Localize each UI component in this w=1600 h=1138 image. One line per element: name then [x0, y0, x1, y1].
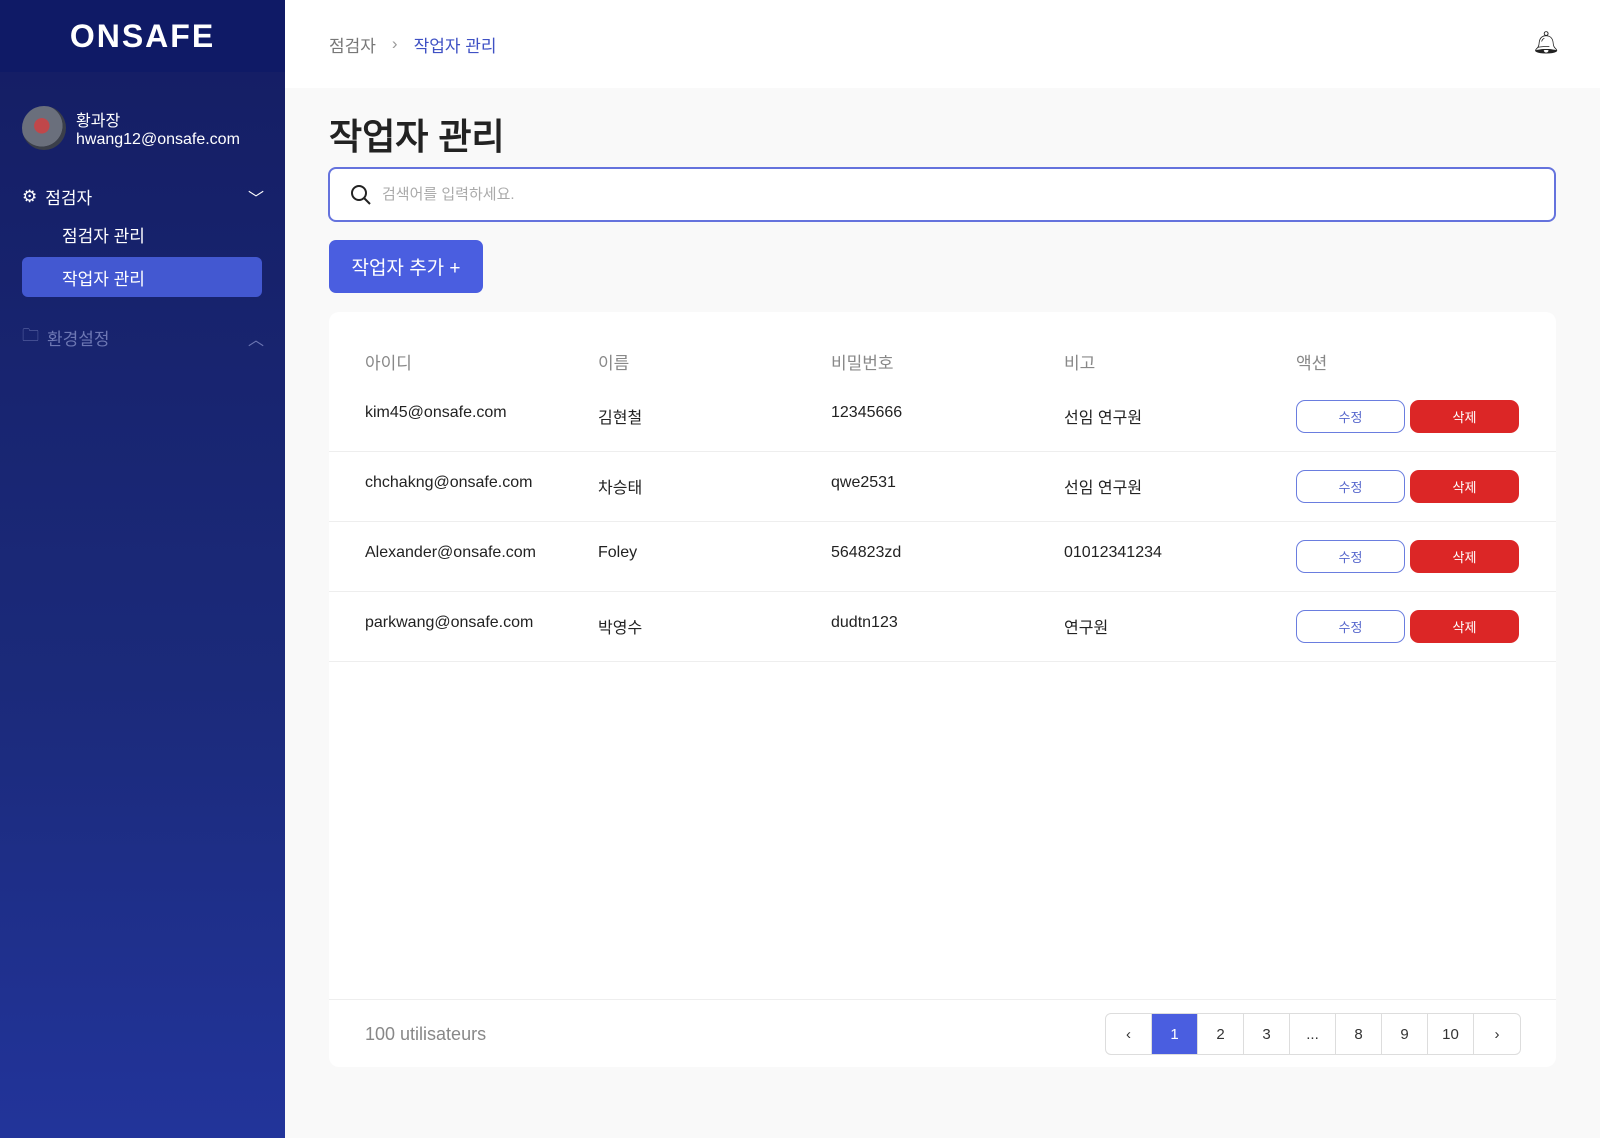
- bell-icon[interactable]: 🔔︎: [1532, 30, 1560, 55]
- gear-icon: ⚙: [22, 186, 38, 206]
- pagination: ‹ 1 2 3... 8 9 10 ›: [1105, 1013, 1521, 1055]
- header-password: 비밀번호: [831, 353, 894, 373]
- chevron-down-icon: ﹀: [247, 190, 264, 208]
- cell-password: 12345666: [831, 404, 903, 421]
- chevron-up-icon: ︿: [247, 331, 264, 349]
- user-count: 100 utilisateurs: [365, 1024, 487, 1044]
- nav-group-settings[interactable]: 🗀 환경설정 ︿: [22, 323, 264, 352]
- cell-note: 선임 연구원: [1064, 410, 1143, 427]
- search-input[interactable]: [382, 186, 1554, 203]
- page-button[interactable]: 9: [1382, 1014, 1428, 1054]
- page-button[interactable]: 2: [1198, 1014, 1244, 1054]
- avatar: [22, 106, 66, 150]
- delete-button[interactable]: 삭제: [1410, 400, 1519, 433]
- table-header: 아이디 이름 비밀번호 비고 액션: [329, 346, 1556, 376]
- header-note: 비고: [1064, 353, 1096, 373]
- table-row: parkwang@onsafe.com 박영수 dudtn123 연구원 수정 삭제: [329, 592, 1556, 662]
- page-button[interactable]: 10: [1428, 1014, 1474, 1054]
- worker-table-card: 아이디 이름 비밀번호 비고 액션 kim45@onsafe.com 김현철 123…: [329, 312, 1556, 1067]
- cell-name: Foley: [598, 544, 638, 561]
- search-box: [328, 167, 1556, 222]
- page-button[interactable]: 8: [1336, 1014, 1382, 1054]
- user-email: hwang12@onsafe.com: [76, 131, 240, 148]
- chevron-right-icon: ›: [391, 34, 398, 53]
- page-title: 작업자 관리: [329, 116, 505, 157]
- cell-note: 연구원: [1064, 620, 1109, 637]
- sidebar: ONSAFE 황과장 hwang12@onsafe.com ⚙ 점검자 ﹀ 점검…: [0, 0, 285, 1138]
- delete-button[interactable]: 삭제: [1410, 610, 1519, 643]
- nav-group-inspector[interactable]: ⚙ 점검자 ﹀: [22, 184, 264, 209]
- cell-password: dudtn123: [831, 614, 898, 631]
- edit-button[interactable]: 수정: [1296, 470, 1405, 503]
- table-footer: 100 utilisateurs ‹ 1 2 3... 8 9 10 ›: [329, 999, 1556, 1067]
- prev-page-button[interactable]: ‹: [1106, 1014, 1152, 1054]
- cell-note: 01012341234: [1064, 544, 1162, 561]
- sidebar-item-worker-management[interactable]: 작업자 관리: [22, 257, 262, 297]
- cell-name: 김현철: [598, 410, 643, 427]
- cell-name: 박영수: [598, 620, 643, 637]
- breadcrumb-current: 작업자 관리: [413, 36, 497, 56]
- header-name: 이름: [598, 353, 630, 373]
- breadcrumb-inspector[interactable]: 점검자: [329, 36, 376, 56]
- cell-id: kim45@onsafe.com: [365, 404, 507, 421]
- page-button[interactable]: ...: [1290, 1014, 1336, 1054]
- top-bar: 점검자 › 작업자 관리 🔔︎: [285, 0, 1600, 88]
- logo[interactable]: ONSAFE: [0, 0, 285, 72]
- edit-button[interactable]: 수정: [1296, 400, 1405, 433]
- edit-button[interactable]: 수정: [1296, 540, 1405, 573]
- cell-password: qwe2531: [831, 474, 896, 491]
- cell-name: 차승태: [598, 480, 643, 497]
- page-button[interactable]: 1: [1152, 1014, 1198, 1054]
- cell-id: Alexander@onsafe.com: [365, 544, 536, 561]
- nav-group-label: 점검자: [45, 189, 93, 208]
- table-row: kim45@onsafe.com 김현철 12345666 선임 연구원 수정 삭제: [329, 382, 1556, 452]
- user-name: 황과장: [76, 113, 121, 130]
- cell-id: parkwang@onsafe.com: [365, 614, 534, 631]
- delete-button[interactable]: 삭제: [1410, 540, 1519, 573]
- sidebar-item-inspector-management[interactable]: 점검자 관리: [62, 226, 145, 246]
- folder-icon: 🗀: [22, 326, 39, 345]
- nav-group-label: 환경설정: [47, 330, 110, 349]
- header-action: 액션: [1296, 353, 1328, 373]
- cell-id: chchakng@onsafe.com: [365, 474, 533, 491]
- delete-button[interactable]: 삭제: [1410, 470, 1519, 503]
- cell-note: 선임 연구원: [1064, 480, 1143, 497]
- header-id: 아이디: [365, 353, 412, 373]
- table-row: chchakng@onsafe.com 차승태 qwe2531 선임 연구원 수정 삭제: [329, 452, 1556, 522]
- next-page-button[interactable]: ›: [1494, 1025, 1500, 1043]
- search-icon: [351, 184, 371, 205]
- add-worker-button[interactable]: 작업자 추가 +: [329, 240, 483, 293]
- edit-button[interactable]: 수정: [1296, 610, 1405, 643]
- cell-password: 564823zd: [831, 544, 902, 561]
- table-row: Alexander@onsafe.com Foley 564823zd 0101234…: [329, 522, 1556, 592]
- user-profile: 황과장 hwang12@onsafe.com: [22, 106, 240, 150]
- page-button[interactable]: 3: [1244, 1014, 1290, 1054]
